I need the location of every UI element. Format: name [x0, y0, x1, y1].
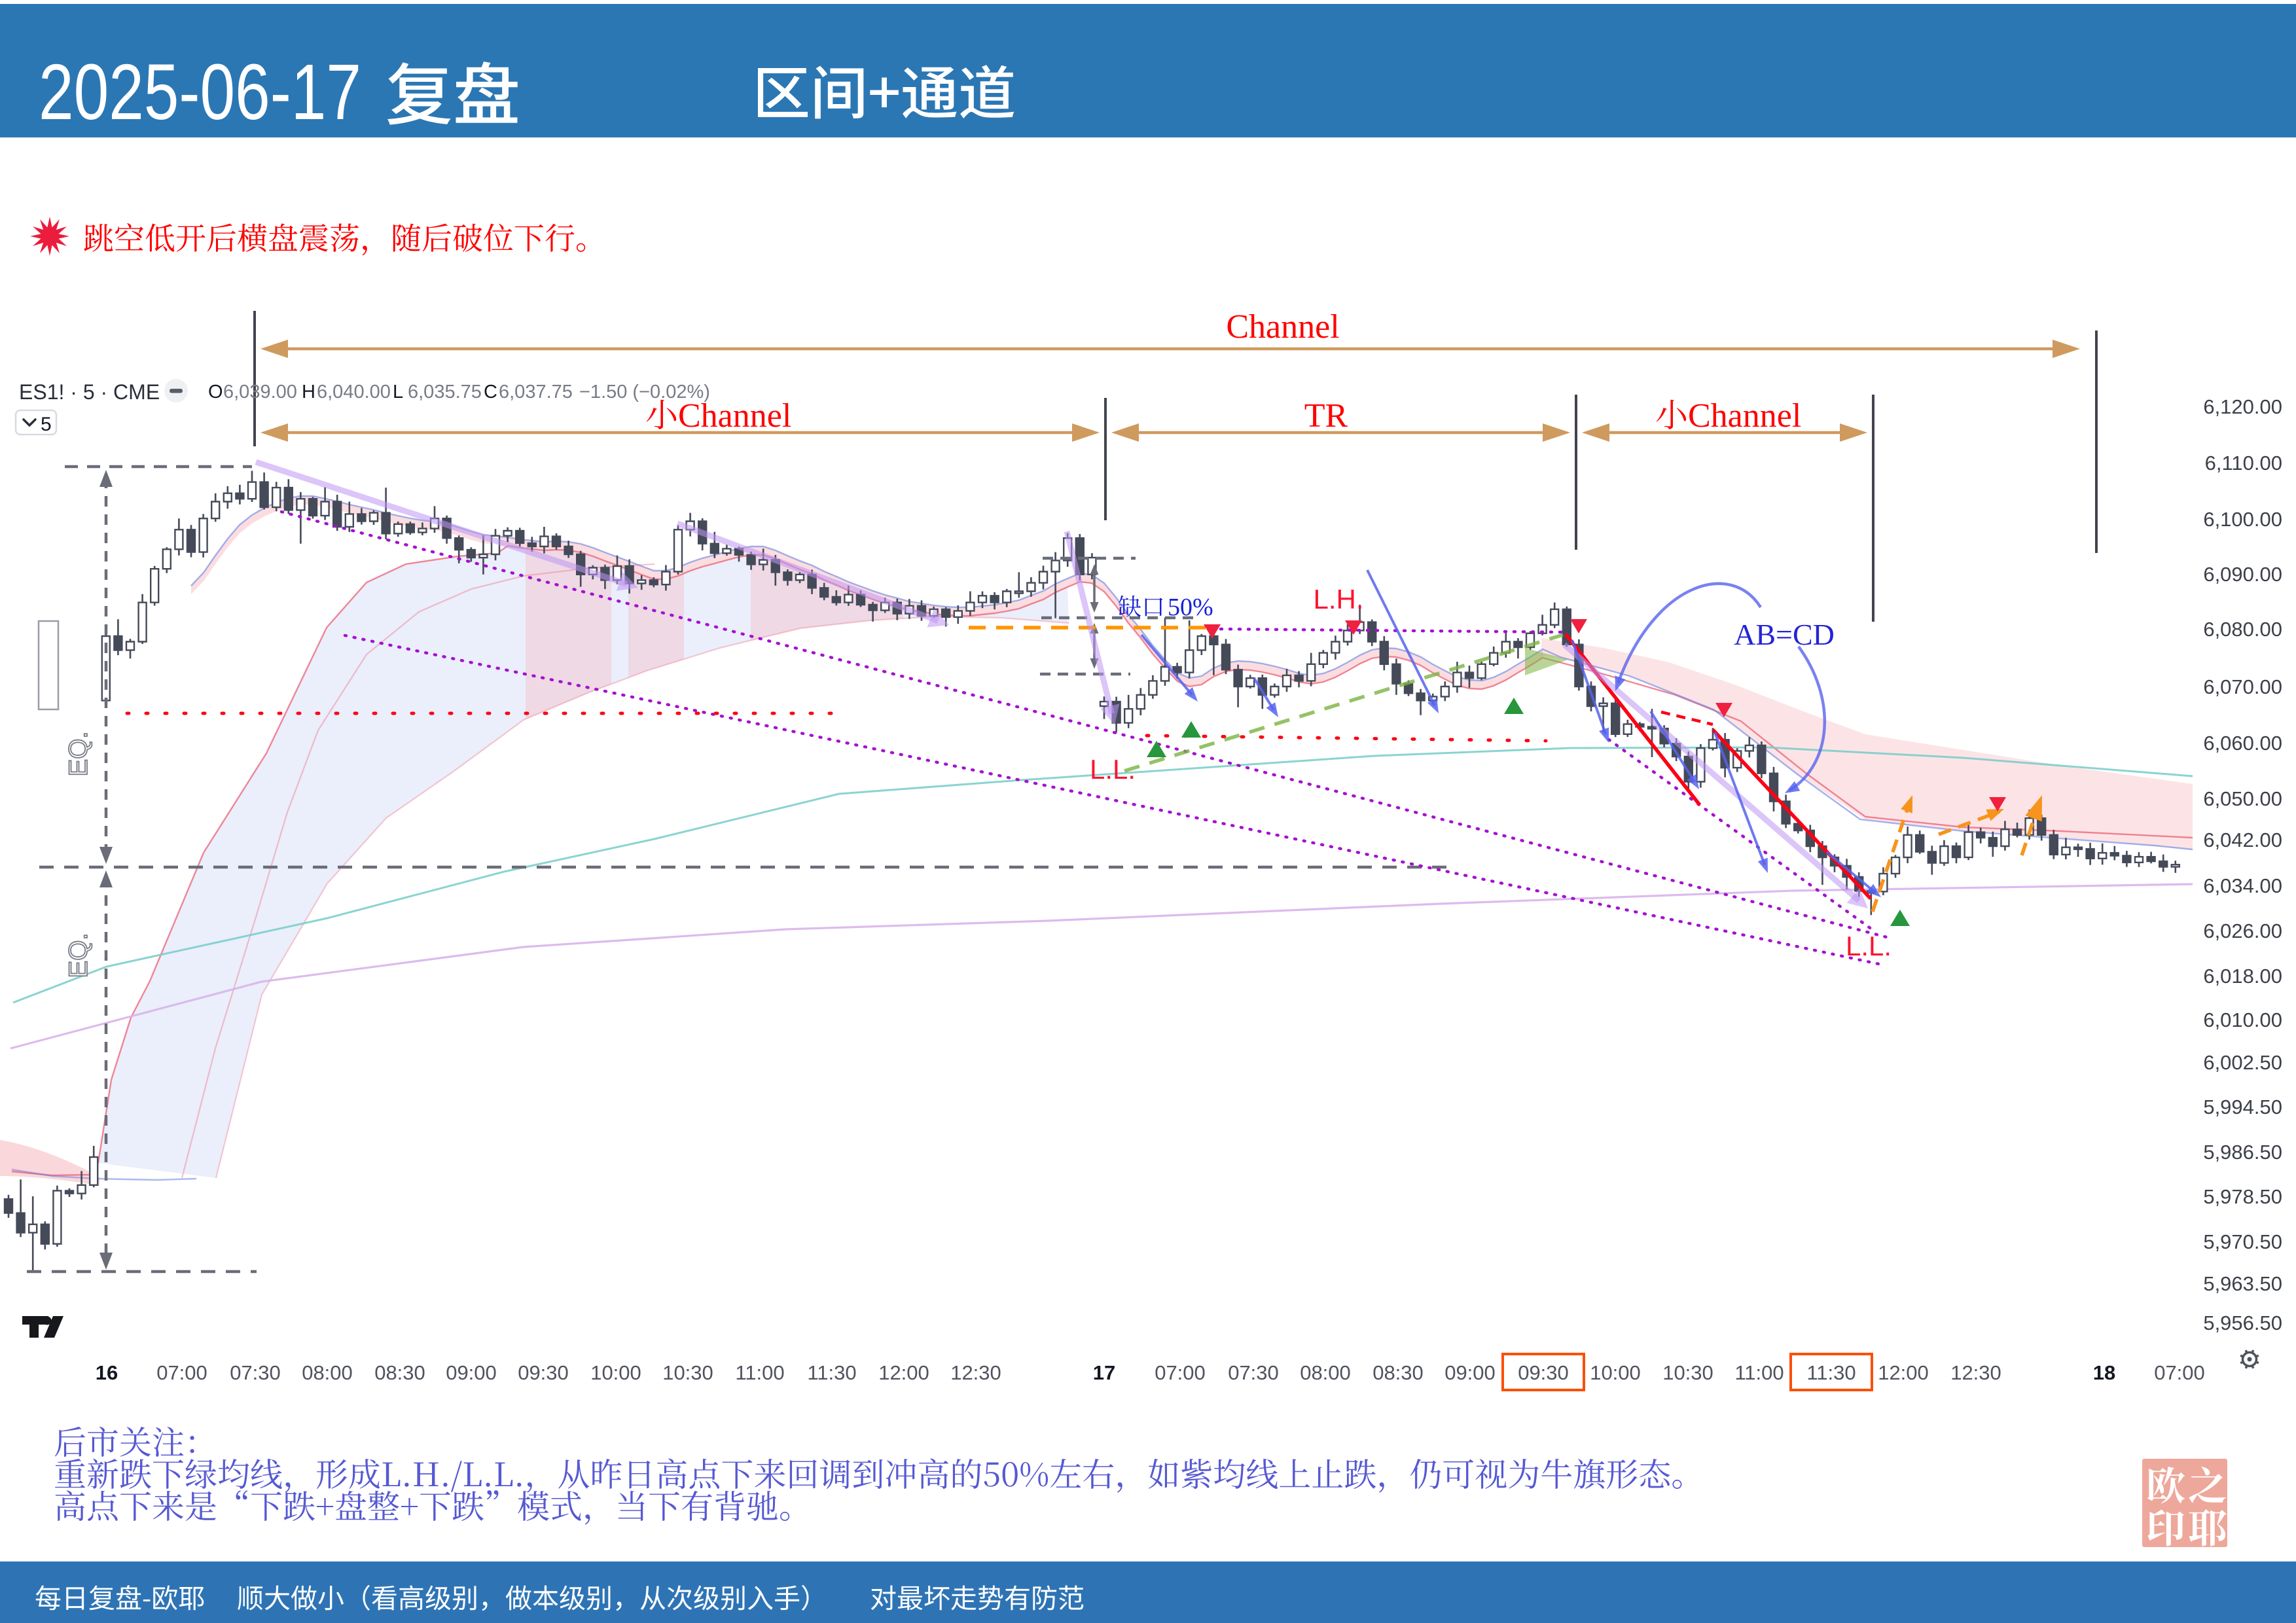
svg-text:09:00: 09:00: [446, 1361, 497, 1384]
svg-text:08:00: 08:00: [302, 1361, 353, 1384]
svg-text:6,090.00: 6,090.00: [2203, 563, 2282, 586]
svg-text:07:00: 07:00: [2154, 1361, 2205, 1384]
svg-text:5: 5: [41, 414, 52, 435]
svg-text:6,002.50: 6,002.50: [2203, 1051, 2282, 1074]
svg-text:ES1! · 5 · CME: ES1! · 5 · CME: [19, 380, 160, 404]
svg-text:10:30: 10:30: [662, 1361, 713, 1384]
svg-text:6,080.00: 6,080.00: [2203, 618, 2282, 641]
svg-text:6,042.00: 6,042.00: [2203, 829, 2282, 851]
svg-text:16: 16: [96, 1361, 118, 1384]
svg-text:09:30: 09:30: [1518, 1361, 1569, 1384]
svg-text:08:30: 08:30: [1372, 1361, 1424, 1384]
svg-text:6,040.00: 6,040.00: [317, 382, 391, 402]
svg-text:5,970.50: 5,970.50: [2203, 1230, 2282, 1253]
svg-text:AB=CD: AB=CD: [1734, 618, 1835, 651]
svg-text:6,026.00: 6,026.00: [2203, 919, 2282, 942]
svg-text:08:30: 08:30: [374, 1361, 425, 1384]
svg-text:6,100.00: 6,100.00: [2203, 508, 2282, 531]
svg-text:6,010.00: 6,010.00: [2203, 1008, 2282, 1031]
svg-text:11:00: 11:00: [1734, 1361, 1784, 1384]
svg-text:12:30: 12:30: [1950, 1361, 2001, 1384]
svg-text:5,994.50: 5,994.50: [2203, 1096, 2282, 1118]
svg-text:6,018.00: 6,018.00: [2203, 965, 2282, 988]
svg-text:5,986.50: 5,986.50: [2203, 1141, 2282, 1164]
svg-text:07:00: 07:00: [1155, 1361, 1206, 1384]
svg-text:−1.50 (−0.02%): −1.50 (−0.02%): [579, 382, 710, 402]
svg-text:L.L.: L.L.: [1090, 754, 1136, 785]
svg-text:6,035.75: 6,035.75: [408, 382, 482, 402]
svg-text:6,060.00: 6,060.00: [2203, 732, 2282, 755]
svg-text:18: 18: [2093, 1361, 2115, 1384]
svg-text:09:00: 09:00: [1444, 1361, 1496, 1384]
svg-text:08:00: 08:00: [1300, 1361, 1351, 1384]
svg-text:07:30: 07:30: [230, 1361, 281, 1384]
svg-text:17: 17: [1093, 1361, 1115, 1384]
svg-text:5,956.50: 5,956.50: [2203, 1311, 2282, 1334]
svg-text:5,963.50: 5,963.50: [2203, 1272, 2282, 1295]
svg-text:6,120.00: 6,120.00: [2203, 395, 2282, 418]
svg-text:11:30: 11:30: [1806, 1361, 1856, 1384]
svg-text:50%: 50%: [1168, 594, 1213, 621]
svg-text:L.H.: L.H.: [1313, 584, 1363, 615]
svg-text:6,039.00: 6,039.00: [223, 382, 297, 402]
svg-text:10:30: 10:30: [1662, 1361, 1713, 1384]
svg-text:Channel: Channel: [1688, 397, 1801, 435]
svg-text:10:00: 10:00: [1590, 1361, 1641, 1384]
svg-text:6,050.00: 6,050.00: [2203, 787, 2282, 810]
svg-text:6,034.00: 6,034.00: [2203, 874, 2282, 897]
svg-text:O: O: [208, 382, 223, 402]
svg-text:11:30: 11:30: [807, 1361, 856, 1384]
svg-text:C: C: [484, 382, 497, 402]
svg-text:12:30: 12:30: [950, 1361, 1001, 1384]
svg-text:07:30: 07:30: [1228, 1361, 1279, 1384]
svg-text:L: L: [393, 382, 403, 402]
svg-text:6,110.00: 6,110.00: [2205, 452, 2282, 474]
svg-text:EQ.: EQ.: [64, 732, 93, 777]
svg-text:10:00: 10:00: [590, 1361, 641, 1384]
svg-text:6,070.00: 6,070.00: [2203, 675, 2282, 698]
svg-text:07:00: 07:00: [156, 1361, 207, 1384]
svg-text:12:00: 12:00: [1878, 1361, 1929, 1384]
svg-text:2025-06-17: 2025-06-17: [39, 47, 361, 136]
svg-text:L.L.: L.L.: [1846, 931, 1892, 961]
svg-text:Channel: Channel: [678, 397, 791, 435]
svg-text:11:00: 11:00: [735, 1361, 784, 1384]
svg-text:TR: TR: [1304, 397, 1348, 435]
svg-text:EQ.: EQ.: [64, 933, 93, 978]
svg-text:Channel: Channel: [1226, 308, 1339, 346]
svg-text:09:30: 09:30: [518, 1361, 569, 1384]
svg-text:H: H: [302, 382, 315, 402]
svg-text:6,037.75: 6,037.75: [499, 382, 573, 402]
svg-text:12:00: 12:00: [878, 1361, 929, 1384]
svg-text:5,978.50: 5,978.50: [2203, 1185, 2282, 1208]
